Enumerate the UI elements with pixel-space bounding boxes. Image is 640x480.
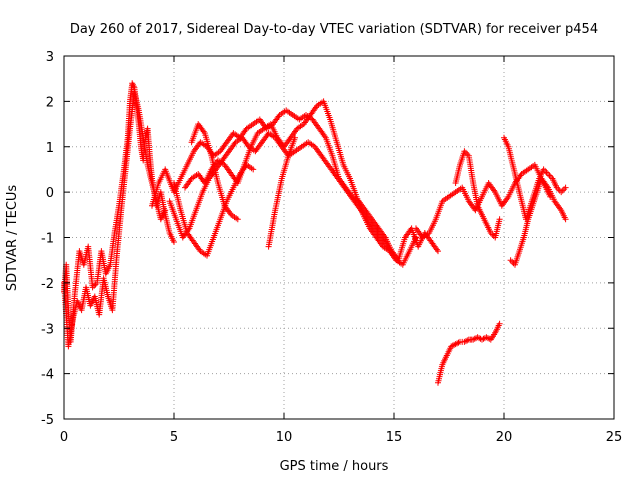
- series-arc-8: [265, 136, 298, 250]
- data-point: [234, 216, 241, 223]
- data-point: [250, 166, 257, 173]
- data-point: [546, 172, 553, 179]
- series-arc-13: [435, 322, 502, 386]
- data-point: [558, 189, 565, 196]
- series-arc-2: [61, 89, 168, 350]
- marks-layer: [61, 80, 569, 386]
- data-point: [562, 216, 569, 223]
- y-tick-label: -2: [41, 277, 54, 292]
- series-arc-6: [171, 161, 255, 259]
- y-tick-label: -1: [41, 232, 54, 247]
- data-point: [496, 320, 503, 327]
- data-point: [545, 171, 551, 177]
- x-tick-label: 20: [496, 430, 513, 445]
- y-tick-label: 0: [46, 186, 54, 201]
- data-point: [129, 81, 136, 88]
- data-point: [496, 216, 503, 223]
- data-point: [435, 248, 441, 255]
- data-point: [480, 335, 487, 342]
- data-point: [292, 134, 298, 141]
- data-point: [476, 335, 483, 342]
- x-tick-label: 10: [276, 430, 293, 445]
- grid-layer: [64, 56, 614, 419]
- y-tick-label: 2: [46, 95, 54, 110]
- plot-frame: [63, 55, 615, 420]
- y-tick-label: -5: [41, 413, 54, 428]
- y-axis-label: SDTVAR / TECUs: [5, 185, 20, 292]
- data-point: [464, 337, 471, 344]
- data-point: [509, 258, 516, 265]
- data-point: [162, 207, 169, 214]
- y-tick-label: -4: [41, 368, 54, 383]
- data-point: [391, 252, 397, 259]
- ticks-layer: 0 5 10 15 20 25 -5 -4 -3 -2 -1 0 1 2 3: [41, 50, 622, 445]
- data-point: [471, 335, 478, 342]
- series-arc-10: [452, 148, 503, 241]
- y-tick-label: 3: [46, 50, 54, 65]
- x-tick-label: 25: [606, 430, 623, 445]
- x-tick-label: 5: [170, 430, 178, 445]
- series-arc-12: [507, 175, 553, 268]
- x-tick-label: 15: [386, 430, 403, 445]
- chart-title: Day 260 of 2017, Sidereal Day-to-day VTE…: [70, 22, 598, 37]
- data-point: [413, 234, 419, 241]
- series-arc-7: [188, 121, 240, 222]
- data-point: [547, 193, 554, 200]
- y-tick-label: 1: [46, 141, 54, 156]
- data-point: [559, 187, 566, 194]
- data-point: [562, 184, 569, 191]
- data-point: [561, 186, 568, 193]
- x-tick-label: 0: [60, 430, 68, 445]
- data-point: [171, 239, 177, 245]
- x-axis-label: GPS time / hours: [280, 459, 389, 474]
- y-tick-label: -3: [41, 322, 54, 337]
- data-point: [462, 338, 469, 345]
